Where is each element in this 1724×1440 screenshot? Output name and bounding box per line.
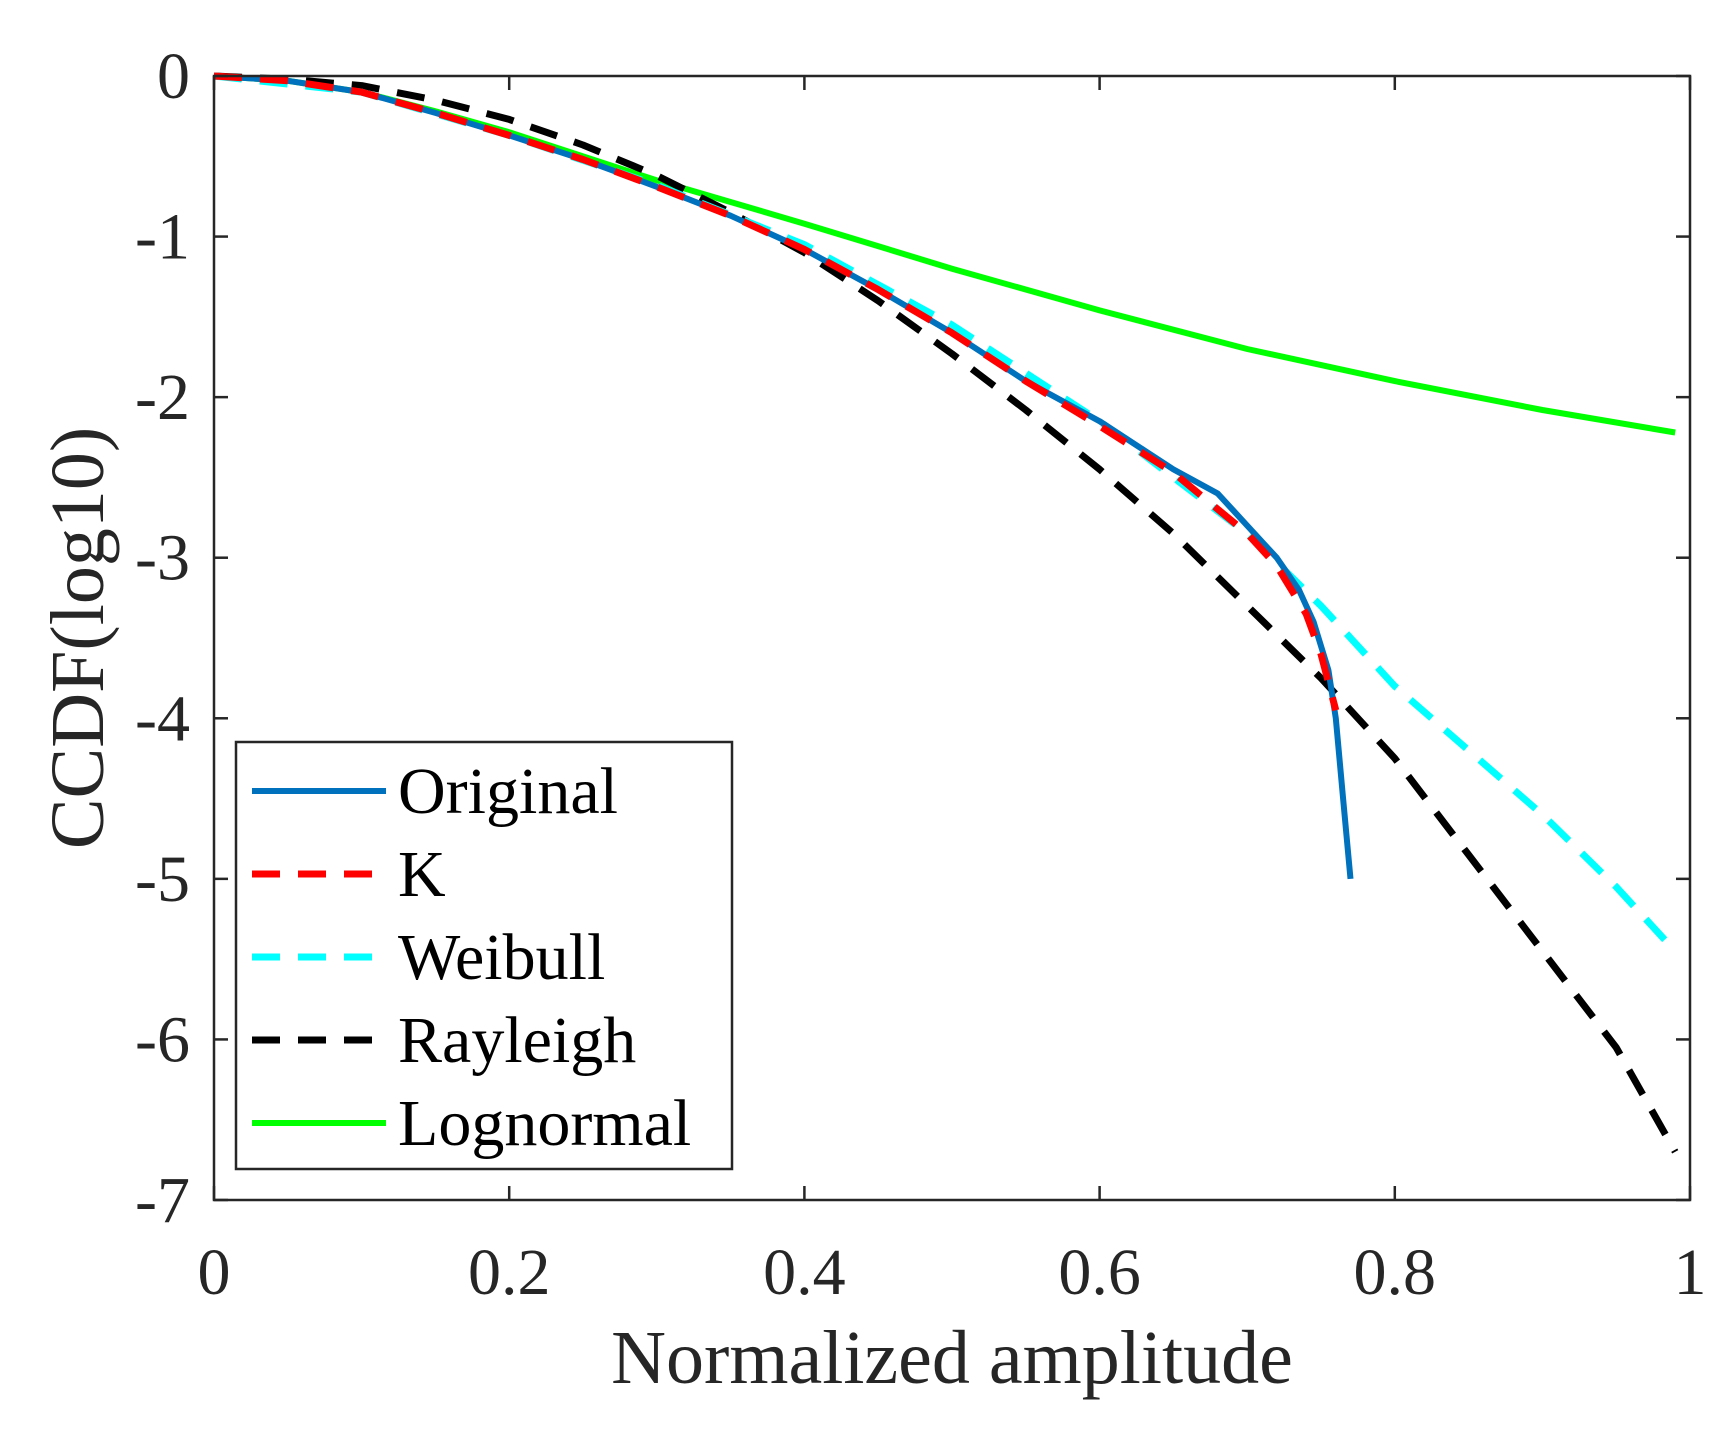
legend-label-k: K — [398, 838, 446, 911]
legend-label-original: Original — [398, 755, 618, 828]
legend-label-lognormal: Lognormal — [398, 1087, 691, 1160]
y-tick-label: -7 — [135, 1164, 190, 1237]
y-tick-label: 0 — [157, 40, 190, 113]
series-line-rayleigh — [213, 72, 1679, 1154]
x-tick-label: 0.2 — [468, 1236, 551, 1309]
x-tick-label: 0.4 — [763, 1236, 846, 1309]
y-tick-label: -3 — [135, 522, 190, 595]
y-axis-label: CCDF(log10) — [36, 427, 120, 849]
x-tick-label: 0.8 — [1354, 1236, 1437, 1309]
series-layer — [213, 72, 1679, 1154]
x-tick-label: 1 — [1674, 1236, 1707, 1309]
y-tick-label: -5 — [135, 843, 190, 916]
legend-label-weibull: Weibull — [398, 921, 605, 994]
x-axis-label: Normalized amplitude — [611, 1316, 1293, 1400]
y-tick-label: -1 — [135, 201, 190, 274]
legend-items: Original K Weibull Rayleigh Lognormal — [252, 755, 691, 1160]
ticks-layer: 0 0.2 0.4 0.6 0.8 1 0 -1 -2 -3 -4 -5 -6 -7 — [135, 40, 1706, 1309]
legend: Original K Weibull Rayleigh Lognormal — [234, 740, 734, 1171]
series-line-k — [213, 72, 1340, 712]
y-tick-label: -6 — [135, 1003, 190, 1076]
x-tick-label: 0.6 — [1058, 1236, 1141, 1309]
axes-box — [212, 74, 1692, 1202]
y-tick-label: -2 — [135, 361, 190, 434]
x-tick-label: 0 — [198, 1236, 231, 1309]
y-tick-label: -4 — [135, 682, 190, 755]
legend-label-rayleigh: Rayleigh — [398, 1004, 636, 1077]
